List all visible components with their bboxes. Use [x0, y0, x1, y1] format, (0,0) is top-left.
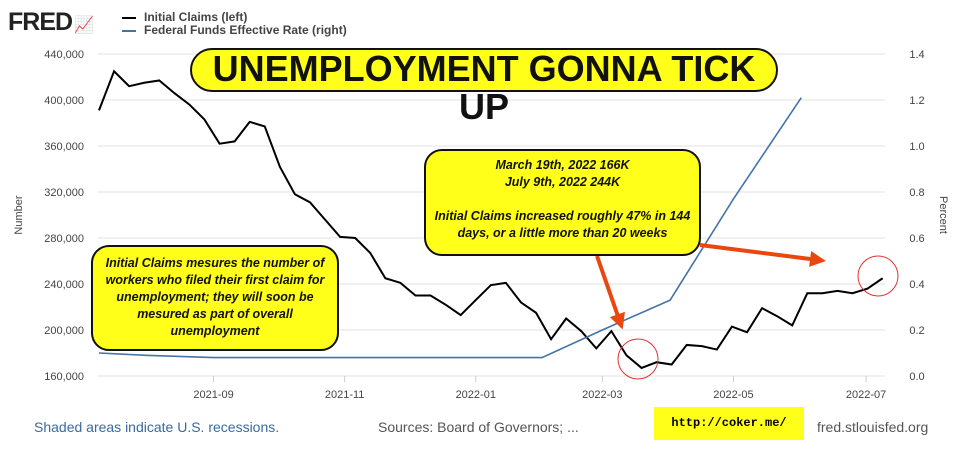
legend-item-claims[interactable]: Initial Claims (left)	[122, 11, 347, 24]
y-tick-label: 400,000	[44, 95, 84, 107]
x-tick-label: 2022-03	[582, 389, 622, 401]
arrow-to-low	[595, 255, 625, 330]
highlight-circle-latest	[857, 255, 899, 297]
y2-tick-label: 1.0	[909, 141, 924, 153]
y2-tick-label: 1.2	[909, 95, 924, 107]
mid-note-line: March 19th, 2022 166K	[495, 158, 630, 172]
chart-title: UNEMPLOYMENT GONNA TICK UP	[190, 48, 778, 126]
x-tick-label: 2022-07	[846, 389, 886, 401]
y-tick-label: 280,000	[44, 233, 84, 245]
fred-site-link[interactable]: fred.stlouisfed.org	[817, 419, 929, 435]
legend-label: Initial Claims (left)	[144, 10, 248, 24]
left-note: Initial Claims mesures the number of wor…	[91, 245, 339, 351]
chart-icon: 📈	[74, 17, 94, 34]
y2-tick-label: 0.8	[909, 187, 924, 199]
y2-tick-label: 0.2	[909, 325, 924, 337]
mid-note-line: July 9th, 2022 244K	[504, 175, 621, 189]
legend-item-fedfunds[interactable]: Federal Funds Effective Rate (right)	[122, 24, 347, 37]
y-tick-label: 440,000	[44, 49, 84, 61]
y2-axis-label: Percent	[937, 196, 949, 234]
y-tick-label: 200,000	[44, 325, 84, 337]
y2-tick-label: 0.4	[909, 279, 924, 291]
mid-note-line: Initial Claims increased roughly 47% in …	[434, 209, 691, 240]
y-tick-label: 360,000	[44, 141, 84, 153]
x-tick-label: 2021-11	[325, 389, 365, 401]
y2-tick-label: 1.4	[909, 49, 924, 61]
highlight-circle-low	[617, 338, 659, 380]
y-axis-label: Number	[13, 195, 25, 234]
recessions-note[interactable]: Shaded areas indicate U.S. recessions.	[34, 419, 280, 435]
y-tick-label: 320,000	[44, 187, 84, 199]
mid-note: March 19th, 2022 166K July 9th, 2022 244…	[424, 149, 701, 256]
fred-logo[interactable]: FRED 📈	[8, 8, 94, 37]
y-tick-label: 160,000	[44, 371, 84, 383]
x-tick-label: 2022-01	[456, 389, 496, 401]
legend-label: Federal Funds Effective Rate (right)	[144, 23, 347, 37]
x-tick-label: 2022-05	[713, 389, 753, 401]
series-line-fed-funds-rate	[98, 97, 802, 359]
x-tick-label: 2021-09	[193, 389, 233, 401]
legend: Initial Claims (left) Federal Funds Effe…	[122, 11, 347, 37]
arrow-to-latest	[699, 243, 826, 267]
y-tick-label: 240,000	[44, 279, 84, 291]
y2-tick-label: 0.0	[909, 371, 924, 383]
sources-note[interactable]: Sources: Board of Governors; ...	[378, 419, 579, 435]
logo-text: FRED	[8, 8, 73, 36]
coker-link[interactable]: http://coker.me/	[654, 407, 804, 440]
y2-tick-label: 0.6	[909, 233, 924, 245]
